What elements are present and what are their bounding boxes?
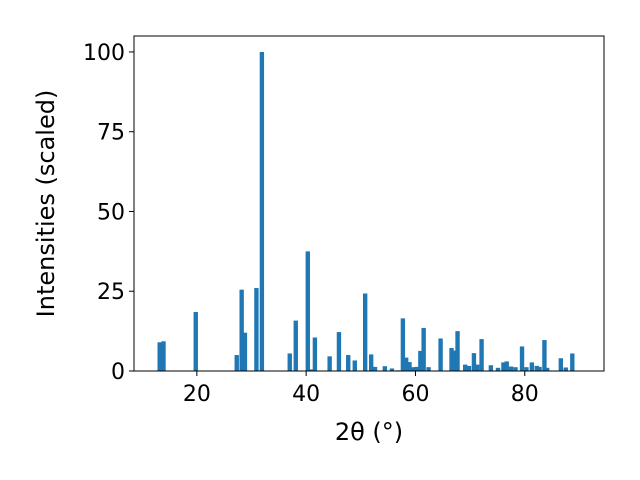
bar [234,355,239,371]
bar [382,366,388,371]
bars-group [157,51,575,371]
y-tick-label: 100 [83,41,125,66]
bar [305,251,310,371]
bar [369,354,374,371]
bar [508,366,514,371]
bar [570,353,575,371]
bar [501,362,506,371]
bar [513,367,518,371]
bar [161,341,166,371]
bar [239,289,244,371]
y-tick-label: 75 [97,121,125,146]
bar [389,368,395,371]
plot-frame [133,35,605,372]
bar [287,353,292,371]
bar [400,318,406,371]
bar [504,361,509,371]
bar [242,332,248,371]
bar [475,364,480,371]
x-tick-label: 60 [401,382,429,407]
y-axis-label: Intensities (scaled) [32,90,60,318]
y-tick-label: 50 [97,200,125,225]
bar [308,369,314,371]
bar [479,339,484,371]
bar [254,288,259,371]
bar [418,350,423,371]
bar [537,366,542,371]
bar [426,367,431,371]
bar [327,356,332,371]
bar [563,367,568,371]
x-tick-label: 20 [183,382,211,407]
bar [421,327,426,371]
y-tick-label: 25 [97,280,125,305]
bar [519,346,525,371]
bar [438,338,443,371]
bar [495,367,501,371]
bar [558,358,564,371]
bar [542,340,547,371]
x-axis-ticks: 20 40 60 80 [183,371,539,407]
bar [414,366,420,371]
bar [193,311,198,371]
bar [372,366,378,371]
bar [455,331,460,371]
bar [471,353,477,371]
bar [407,362,412,371]
bar [463,364,468,371]
bar [336,332,342,371]
bar [362,293,368,371]
bar [312,337,318,371]
y-tick-label: 0 [111,360,125,385]
bar [488,365,494,371]
bar [411,367,416,371]
bar [352,360,357,371]
x-axis-label: 2θ (°) [335,418,403,446]
x-tick-label: 40 [292,382,320,407]
bar [157,342,162,371]
bar [544,367,550,371]
bar [452,350,457,371]
bar [346,355,351,371]
bar [529,362,535,371]
bar [259,51,265,371]
bar [403,357,409,371]
bar [534,365,539,371]
bar [466,365,472,371]
bar [524,367,529,371]
bar [293,320,298,371]
x-tick-label: 80 [511,382,539,407]
y-axis-ticks: 0 25 50 75 100 [83,41,134,385]
bar [449,348,454,371]
